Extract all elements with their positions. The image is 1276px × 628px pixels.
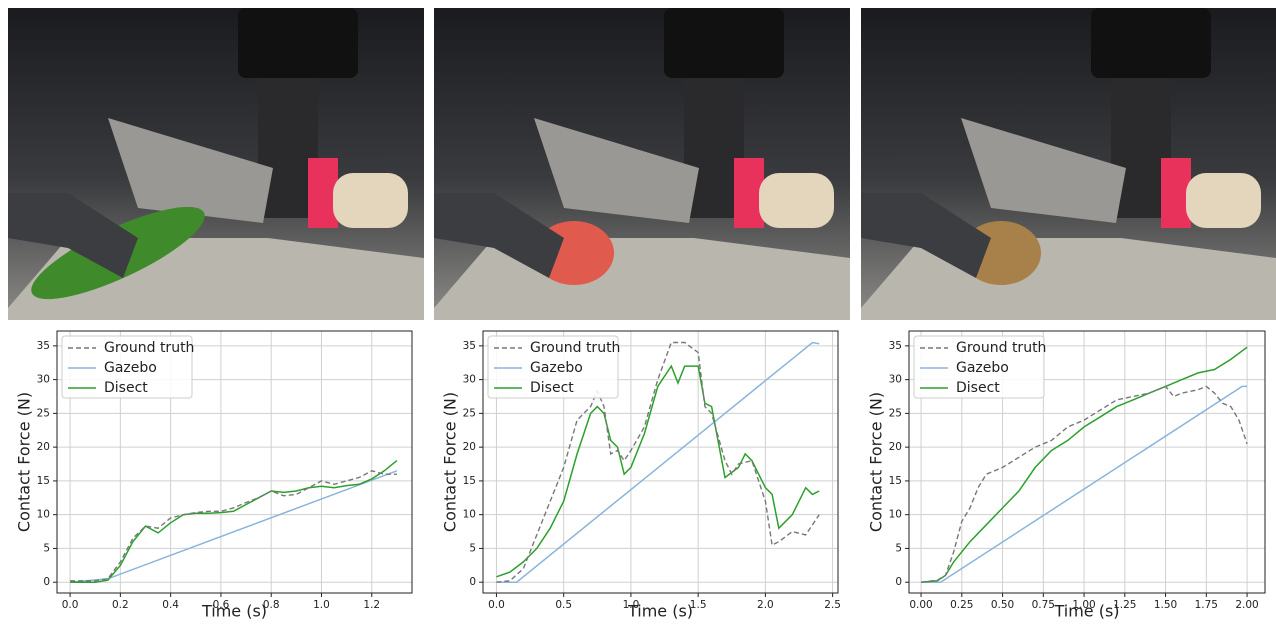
y-tick-label: 25 xyxy=(463,407,476,419)
y-tick-label: 35 xyxy=(889,340,902,352)
x-tick-label: 1.0 xyxy=(313,599,330,611)
x-tick-label: 0.00 xyxy=(909,599,932,611)
y-tick-label: 0 xyxy=(469,576,476,588)
x-axis-label: Time (s) xyxy=(1053,602,1119,621)
y-axis-label: Contact Force (N) xyxy=(15,392,34,532)
legend-label: Disect xyxy=(956,380,1000,396)
x-tick-label: 0.4 xyxy=(162,599,179,611)
handle xyxy=(333,173,408,228)
y-tick-label: 5 xyxy=(469,542,476,554)
series-line xyxy=(70,471,397,581)
y-axis-label: Contact Force (N) xyxy=(867,392,886,532)
x-tick-label: 1.50 xyxy=(1154,599,1177,611)
y-tick-label: 20 xyxy=(889,441,902,453)
y-tick-label: 15 xyxy=(37,475,50,487)
handle xyxy=(1186,173,1261,228)
y-tick-label: 10 xyxy=(463,509,476,521)
figure: 051015202530350.00.20.40.60.81.01.2Time … xyxy=(0,0,1276,624)
robot-arm xyxy=(664,8,784,78)
y-tick-label: 5 xyxy=(895,542,902,554)
y-tick-label: 25 xyxy=(889,407,902,419)
x-tick-label: 2.00 xyxy=(1235,599,1258,611)
y-tick-label: 10 xyxy=(37,509,50,521)
y-tick-label: 25 xyxy=(37,407,50,419)
legend-label: Ground truth xyxy=(530,340,620,356)
x-tick-label: 0.50 xyxy=(991,599,1014,611)
y-tick-label: 5 xyxy=(43,542,50,554)
table xyxy=(861,238,1276,320)
x-tick-label: 0.0 xyxy=(62,599,79,611)
x-tick-label: 1.75 xyxy=(1195,599,1218,611)
legend-label: Disect xyxy=(530,380,574,396)
legend-label: Gazebo xyxy=(530,360,583,376)
x-tick-label: 0.5 xyxy=(555,599,572,611)
y-tick-label: 10 xyxy=(889,509,902,521)
legend-label: Ground truth xyxy=(104,340,194,356)
x-axis-label: Time (s) xyxy=(201,602,267,621)
x-axis-label: Time (s) xyxy=(627,602,693,621)
y-axis-label: Contact Force (N) xyxy=(441,392,460,532)
y-tick-label: 0 xyxy=(895,576,902,588)
y-tick-label: 30 xyxy=(463,374,476,386)
legend-label: Gazebo xyxy=(104,360,157,376)
legend-label: Ground truth xyxy=(956,340,1046,356)
series-line xyxy=(70,471,397,582)
x-tick-label: 0.75 xyxy=(1032,599,1055,611)
photo xyxy=(434,8,850,320)
table xyxy=(434,238,850,320)
y-tick-label: 35 xyxy=(37,340,50,352)
y-tick-label: 15 xyxy=(889,475,902,487)
y-tick-label: 35 xyxy=(463,340,476,352)
x-tick-label: 0.2 xyxy=(112,599,129,611)
robot-arm xyxy=(1091,8,1211,78)
y-tick-label: 30 xyxy=(889,374,902,386)
x-tick-label: 0.25 xyxy=(950,599,973,611)
legend-label: Disect xyxy=(104,380,148,396)
photo xyxy=(861,8,1276,320)
handle xyxy=(759,173,834,228)
y-tick-label: 0 xyxy=(43,576,50,588)
legend-label: Gazebo xyxy=(956,360,1009,376)
robot-arm xyxy=(238,8,358,78)
x-tick-label: 2.5 xyxy=(824,599,841,611)
photos xyxy=(8,8,1276,320)
y-tick-label: 30 xyxy=(37,374,50,386)
x-tick-label: 2.0 xyxy=(757,599,774,611)
y-tick-label: 15 xyxy=(463,475,476,487)
photo xyxy=(8,8,424,320)
x-tick-label: 1.2 xyxy=(363,599,380,611)
y-tick-label: 20 xyxy=(37,441,50,453)
y-tick-label: 20 xyxy=(463,441,476,453)
x-tick-label: 0.0 xyxy=(488,599,505,611)
